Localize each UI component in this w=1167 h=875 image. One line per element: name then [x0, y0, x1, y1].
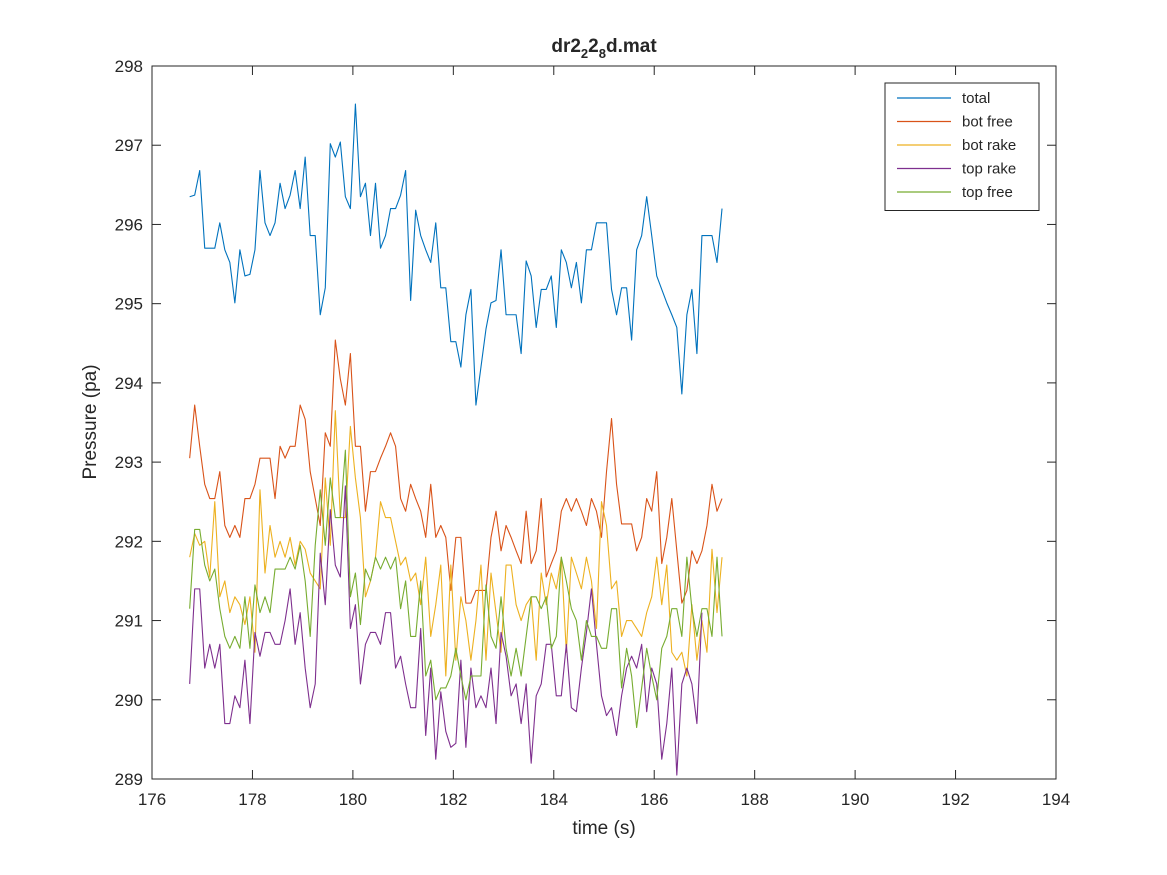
series-line-top-free — [189, 449, 723, 729]
y-tick-label: 294 — [115, 374, 143, 393]
x-tick-label: 194 — [1042, 790, 1070, 809]
axes-box — [151, 65, 1057, 780]
x-tick-label: 176 — [138, 790, 166, 809]
x-tick-label: 188 — [740, 790, 768, 809]
x-axis-label: time (s) — [572, 818, 635, 839]
x-tick-label: 178 — [238, 790, 266, 809]
y-tick-label: 297 — [115, 136, 143, 155]
series-group — [189, 103, 723, 776]
chart-title: dr2228d.mat — [551, 36, 657, 61]
legend-entry-label: top rake — [962, 161, 1016, 178]
y-axis-label: Pressure (pa) — [80, 364, 101, 479]
y-tick-label: 291 — [115, 612, 143, 631]
legend-entry-label: total — [962, 90, 990, 107]
y-tick-label: 296 — [115, 215, 143, 234]
y-tick-label: 289 — [115, 770, 143, 789]
y-tick-label: 292 — [115, 532, 143, 551]
y-tick-label: 298 — [115, 57, 143, 76]
x-tick-label: 190 — [841, 790, 869, 809]
x-tick-label: 186 — [640, 790, 668, 809]
y-tick-label: 293 — [115, 453, 143, 472]
legend-entry-label: bot rake — [962, 137, 1016, 154]
x-tick-label: 192 — [941, 790, 969, 809]
legend-box — [884, 82, 1040, 211]
series-line-total — [189, 103, 723, 406]
legend: total bot free bot rake top rake top free — [884, 82, 1040, 211]
series-line-top-rake — [189, 485, 703, 776]
series-line-bot-free — [189, 339, 723, 604]
legend-entry-label: top free — [962, 184, 1013, 201]
legend-entry-label: bot free — [962, 114, 1013, 131]
x-tick-label: 182 — [439, 790, 467, 809]
series-line-bot-rake — [189, 410, 723, 677]
x-tick-label: 180 — [339, 790, 367, 809]
y-tick-label: 290 — [115, 691, 143, 710]
axes-group: 176 178 180 182 184 186 188 190 192 194 289 290 291 2… — [115, 57, 1071, 809]
x-tick-label: 184 — [540, 790, 568, 809]
y-tick-label: 295 — [115, 295, 143, 314]
